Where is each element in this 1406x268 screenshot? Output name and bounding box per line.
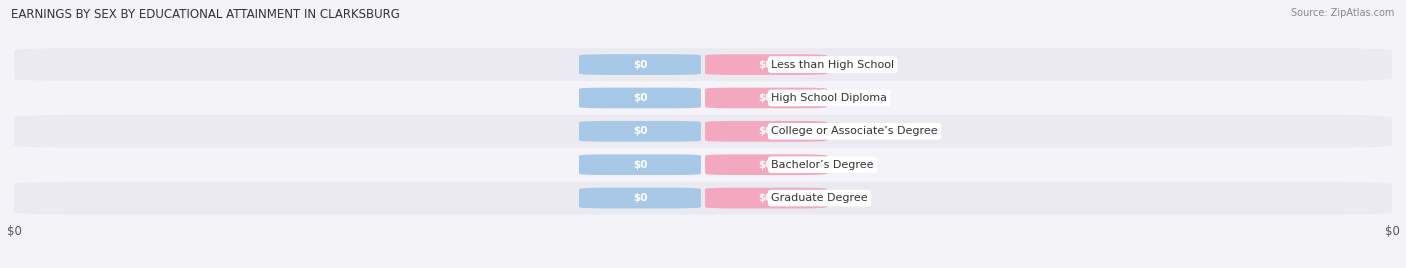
FancyBboxPatch shape — [579, 154, 702, 175]
FancyBboxPatch shape — [579, 188, 702, 209]
FancyBboxPatch shape — [14, 48, 1392, 81]
FancyBboxPatch shape — [704, 88, 827, 108]
FancyBboxPatch shape — [704, 54, 827, 75]
Text: $0: $0 — [758, 160, 772, 170]
Text: $0: $0 — [758, 59, 772, 70]
Text: $0: $0 — [758, 93, 772, 103]
Text: Source: ZipAtlas.com: Source: ZipAtlas.com — [1291, 8, 1395, 18]
Text: $0: $0 — [634, 126, 648, 136]
Text: Graduate Degree: Graduate Degree — [772, 193, 868, 203]
Text: $0: $0 — [634, 59, 648, 70]
FancyBboxPatch shape — [14, 115, 1392, 148]
FancyBboxPatch shape — [14, 148, 1392, 181]
FancyBboxPatch shape — [704, 121, 827, 142]
Text: $0: $0 — [634, 193, 648, 203]
Text: $0: $0 — [634, 160, 648, 170]
FancyBboxPatch shape — [704, 154, 827, 175]
FancyBboxPatch shape — [579, 121, 702, 142]
FancyBboxPatch shape — [14, 81, 1392, 114]
Text: College or Associate’s Degree: College or Associate’s Degree — [772, 126, 938, 136]
FancyBboxPatch shape — [704, 188, 827, 209]
Text: EARNINGS BY SEX BY EDUCATIONAL ATTAINMENT IN CLARKSBURG: EARNINGS BY SEX BY EDUCATIONAL ATTAINMEN… — [11, 8, 401, 21]
Text: Less than High School: Less than High School — [772, 59, 894, 70]
FancyBboxPatch shape — [14, 182, 1392, 214]
FancyBboxPatch shape — [579, 88, 702, 108]
Text: $0: $0 — [634, 93, 648, 103]
Text: $0: $0 — [758, 193, 772, 203]
Text: $0: $0 — [758, 126, 772, 136]
Text: High School Diploma: High School Diploma — [772, 93, 887, 103]
FancyBboxPatch shape — [579, 54, 702, 75]
Text: Bachelor’s Degree: Bachelor’s Degree — [772, 160, 873, 170]
